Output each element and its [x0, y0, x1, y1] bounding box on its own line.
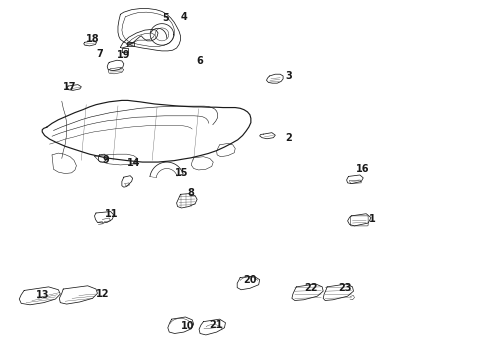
Text: 6: 6 — [196, 56, 203, 66]
Text: 20: 20 — [243, 275, 257, 285]
Text: 3: 3 — [286, 71, 293, 81]
Text: 4: 4 — [180, 12, 187, 22]
Text: 22: 22 — [304, 283, 318, 293]
Text: 7: 7 — [96, 49, 103, 59]
Text: 8: 8 — [188, 188, 195, 198]
Text: 15: 15 — [175, 168, 188, 178]
Text: 12: 12 — [96, 289, 109, 299]
Text: 21: 21 — [209, 320, 222, 330]
Text: 9: 9 — [102, 155, 109, 165]
Text: 14: 14 — [127, 158, 140, 168]
Text: 5: 5 — [163, 13, 169, 23]
Text: 23: 23 — [339, 283, 352, 293]
Text: 10: 10 — [181, 321, 194, 331]
Text: 1: 1 — [368, 215, 375, 224]
Text: 16: 16 — [356, 164, 369, 174]
Text: 17: 17 — [63, 82, 77, 92]
Text: 18: 18 — [86, 35, 99, 44]
Text: 19: 19 — [117, 50, 130, 60]
Text: 11: 11 — [105, 209, 119, 219]
Text: 13: 13 — [35, 291, 49, 301]
Text: 2: 2 — [286, 133, 293, 143]
